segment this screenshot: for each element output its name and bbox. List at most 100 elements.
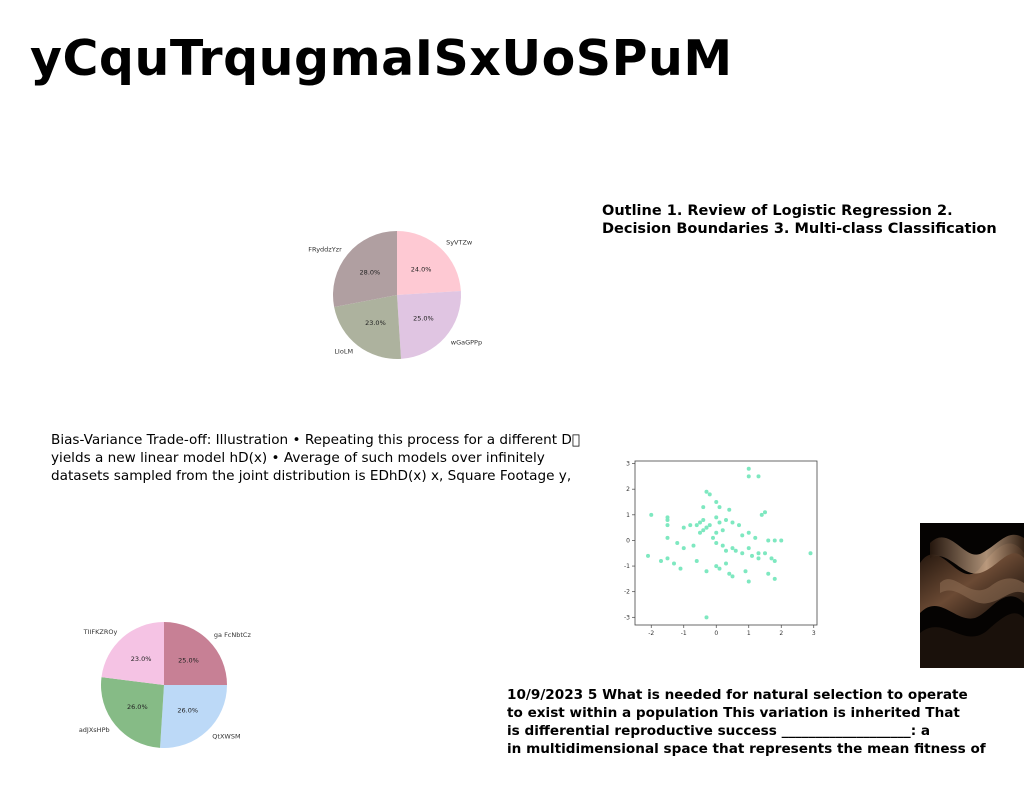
selection-line: is differential reproductive success ___… xyxy=(507,723,931,739)
scatter-point xyxy=(675,541,680,545)
scatter-point xyxy=(688,523,693,528)
pie-percent-label: 26.0% xyxy=(127,703,148,711)
scatter-point xyxy=(779,538,784,543)
y-tick-label: 1 xyxy=(626,512,630,519)
pie-slice-label: QtXWSM xyxy=(212,732,240,740)
x-tick-label: 1 xyxy=(747,630,751,637)
scatter-point xyxy=(698,520,702,525)
scatter-point xyxy=(707,523,712,528)
scatter-point xyxy=(701,528,706,533)
scatter-point xyxy=(756,551,761,556)
pie-percent-label: 24.0% xyxy=(411,265,432,273)
scatter-point xyxy=(808,551,813,556)
scatter-point xyxy=(769,556,774,561)
selection-line: in multidimensional space that represent… xyxy=(507,741,986,757)
pie-slice-label: SyVTZw xyxy=(446,239,473,247)
abstract-swirl-image xyxy=(920,523,1024,668)
scatter-point xyxy=(701,505,706,510)
scatter-point xyxy=(646,553,650,558)
scatter-point xyxy=(659,558,663,563)
pie-slice xyxy=(101,677,164,748)
scatter-point xyxy=(746,466,751,471)
scatter-point xyxy=(724,517,728,522)
scatter-point xyxy=(763,510,767,515)
pie-percent-label: 23.0% xyxy=(365,319,386,327)
scatter-point xyxy=(665,523,670,528)
scatter-point xyxy=(740,551,745,556)
pie-slice xyxy=(397,231,461,295)
pie-slice xyxy=(101,622,164,685)
y-tick-label: 2 xyxy=(626,486,630,493)
scatter-point xyxy=(694,558,699,563)
scatter-point xyxy=(717,566,722,571)
pie-slice-label: TIIFKZROy xyxy=(83,628,118,636)
scatter-point xyxy=(681,525,686,530)
scatter-point xyxy=(730,574,735,579)
scatter-point xyxy=(759,512,764,517)
pie-percent-label: 23.0% xyxy=(131,655,152,663)
scatter-point xyxy=(772,538,777,543)
scatter-point xyxy=(756,556,761,561)
bias-variance-text: Bias-Variance Trade-off: Illustration • … xyxy=(51,432,581,484)
pie-slice-label: ga FcNbtCz xyxy=(214,631,252,639)
scatter-point xyxy=(730,546,735,551)
scatter-point xyxy=(672,561,676,566)
scatter-point xyxy=(691,543,696,548)
y-tick-label: -1 xyxy=(624,563,630,570)
scatter-point xyxy=(714,515,719,520)
y-tick-label: -3 xyxy=(624,614,630,621)
scatter-point xyxy=(649,512,654,517)
x-tick-label: 3 xyxy=(812,630,816,637)
y-tick-label: -2 xyxy=(624,589,630,596)
scatter-point xyxy=(701,517,706,522)
scatter-point xyxy=(766,571,771,576)
x-tick-label: -1 xyxy=(681,630,687,637)
selection-line: to exist within a population This variat… xyxy=(507,705,960,721)
scatter-point xyxy=(720,528,725,533)
pie-chart-bottom: 25.0% ga FcNbtCz 26.0% QtXWSM 26.0% adJXsHPb 2… xyxy=(79,622,252,748)
scatter-point xyxy=(746,546,751,551)
pie-slice-label: wGaGPPp xyxy=(451,338,482,346)
scatter-point xyxy=(665,535,670,540)
natural-selection-text: 10/9/2023 5 What is needed for natural s… xyxy=(507,686,1024,758)
scatter-point xyxy=(720,543,725,548)
pie-percent-label: 26.0% xyxy=(177,706,198,714)
scatter-point xyxy=(717,520,722,525)
y-tick-label: 0 xyxy=(626,537,630,544)
scatter-point xyxy=(678,566,683,571)
pie-slice xyxy=(160,685,227,748)
scatter-point xyxy=(714,530,719,535)
scatter-point xyxy=(704,615,709,620)
plot-frame xyxy=(634,460,818,626)
scatter-point xyxy=(772,558,777,563)
scatter-chart: -2 -1 0 1 2 3 3 2 1 0 -1 -2 -3 xyxy=(624,460,818,637)
scatter-point xyxy=(740,533,745,538)
pie-chart-top: 24.0% SyVTZw 25.0% wGaGPPp 23.0% LIoLM 28.0% FR… xyxy=(308,231,482,359)
scatter-point xyxy=(733,548,738,553)
scatter-point xyxy=(724,548,728,553)
x-tick-label: 2 xyxy=(779,630,783,637)
scatter-point xyxy=(746,579,751,584)
scatter-point xyxy=(714,564,719,569)
scatter-point xyxy=(727,571,732,576)
scatter-point xyxy=(704,525,709,530)
scatter-point xyxy=(724,561,728,566)
pie-slice xyxy=(334,295,402,359)
selection-line: 10/9/2023 5 What is needed for natural s… xyxy=(507,687,968,703)
scatter-point xyxy=(681,546,686,551)
scatter-point xyxy=(698,530,702,535)
scatter-point xyxy=(750,553,754,558)
scatter-point xyxy=(756,474,761,479)
x-tick-label: 0 xyxy=(714,630,718,637)
scatter-point xyxy=(665,556,670,561)
scatter-point xyxy=(704,569,709,574)
pie-slice xyxy=(333,231,397,307)
scatter-point xyxy=(743,569,748,574)
scatter-point xyxy=(714,541,719,545)
scatter-point xyxy=(707,492,712,497)
scatter-point xyxy=(737,523,741,528)
pie-percent-label: 28.0% xyxy=(360,269,381,277)
pie-slice xyxy=(397,290,461,359)
scatter-point xyxy=(694,523,699,528)
pie-percent-label: 25.0% xyxy=(178,656,199,664)
